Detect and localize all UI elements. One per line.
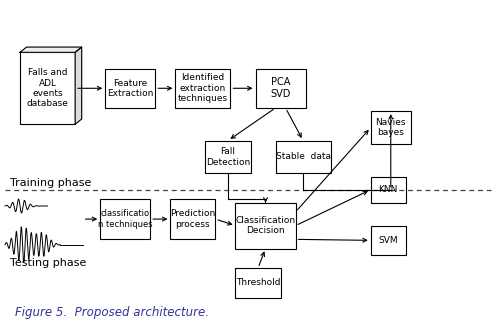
Bar bbox=[371, 111, 411, 144]
Text: Threshold: Threshold bbox=[236, 278, 280, 287]
Text: Identified
extraction
techniques: Identified extraction techniques bbox=[178, 73, 228, 103]
Polygon shape bbox=[20, 47, 82, 52]
Bar bbox=[105, 69, 155, 108]
Bar bbox=[371, 226, 406, 255]
Text: Falls and
ADL
events
database: Falls and ADL events database bbox=[27, 68, 69, 108]
Bar bbox=[20, 52, 75, 124]
Text: Prediction
process: Prediction process bbox=[170, 209, 215, 229]
Text: Stable  data: Stable data bbox=[276, 152, 331, 162]
Bar bbox=[371, 177, 406, 203]
Text: Feature
Extraction: Feature Extraction bbox=[107, 78, 153, 98]
Text: KNN: KNN bbox=[379, 185, 398, 194]
Text: Fall
Detection: Fall Detection bbox=[206, 147, 250, 167]
Bar bbox=[256, 69, 306, 108]
Text: classificatio
n techniques: classificatio n techniques bbox=[98, 209, 153, 229]
Text: Classification
Decision: Classification Decision bbox=[235, 216, 296, 235]
Bar bbox=[235, 203, 296, 249]
Bar bbox=[235, 268, 281, 298]
Bar bbox=[170, 199, 215, 239]
Text: Testing phase: Testing phase bbox=[10, 258, 86, 268]
Text: PCA
SVD: PCA SVD bbox=[271, 77, 291, 99]
Text: Figure 5.  Proposed architecture.: Figure 5. Proposed architecture. bbox=[15, 306, 209, 319]
Bar bbox=[100, 199, 150, 239]
Text: Navies
bayes: Navies bayes bbox=[376, 118, 406, 137]
Polygon shape bbox=[75, 47, 82, 124]
Text: SVM: SVM bbox=[378, 236, 398, 245]
Bar bbox=[205, 141, 250, 173]
Text: Training phase: Training phase bbox=[10, 178, 91, 188]
Bar bbox=[276, 141, 331, 173]
Bar bbox=[175, 69, 230, 108]
